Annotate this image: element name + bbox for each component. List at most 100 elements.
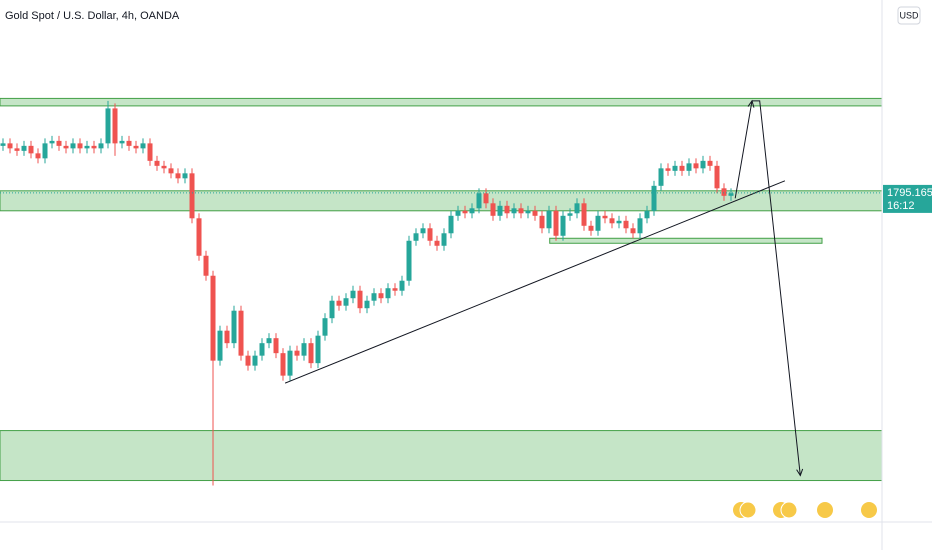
candle-body: [42, 143, 48, 159]
candle-body: [448, 215, 454, 234]
candle-body: [686, 163, 692, 171]
candle-body: [266, 338, 272, 344]
candle-body: [630, 228, 636, 234]
candle-body: [336, 300, 342, 306]
candle-body: [574, 203, 580, 214]
candle-body: [525, 210, 531, 214]
candle-body: [693, 163, 699, 169]
candle-body: [427, 228, 433, 241]
candle-body: [56, 140, 62, 146]
candle-body: [168, 168, 174, 174]
zone: [0, 190, 883, 212]
candle-body: [126, 140, 132, 146]
candle-body: [455, 210, 461, 216]
candle-body: [357, 290, 363, 309]
candle-body: [287, 350, 293, 376]
candle-body: [441, 233, 447, 246]
candle-body: [651, 185, 657, 211]
candle-body: [7, 143, 13, 149]
candle-body: [609, 218, 615, 224]
candle-body: [77, 143, 83, 149]
candle-body: [462, 210, 468, 214]
candle-body: [644, 210, 650, 219]
candle-body: [91, 145, 97, 149]
candle-body: [413, 233, 419, 241]
candle-body: [343, 298, 349, 306]
event-icons: [733, 501, 877, 519]
currency-button[interactable]: [897, 6, 921, 25]
candle-body: [63, 145, 69, 149]
candle-layer: [0, 100, 734, 486]
chart-title: Gold Spot / U.S. Dollar, 4h, OANDA: [5, 10, 180, 22]
event-icon: [817, 502, 833, 518]
zone-layer: [0, 97, 883, 482]
candle-body: [259, 343, 265, 356]
candle-body: [238, 310, 244, 356]
candle-body: [217, 330, 223, 361]
candle-body: [140, 143, 146, 149]
candle-body: [112, 108, 118, 144]
candle-body: [420, 228, 426, 234]
candle-body: [273, 338, 279, 354]
candle-body: [385, 288, 391, 299]
candle-body: [308, 343, 314, 364]
candle-body: [623, 220, 629, 229]
currency-label[interactable]: USD: [899, 10, 919, 20]
candle-body: [679, 165, 685, 171]
last-price-label: 1795.165: [887, 187, 932, 199]
candle-body: [28, 145, 34, 154]
candle-body: [322, 318, 328, 336]
zone: [549, 237, 823, 244]
candle-body: [672, 165, 678, 171]
candle-body: [658, 168, 664, 186]
candle-body: [329, 300, 335, 319]
event-icon: [780, 501, 798, 519]
candle-body: [504, 205, 510, 214]
candle-body: [469, 208, 475, 214]
candle-body: [105, 108, 111, 144]
candle-body: [665, 168, 671, 171]
candle-body: [714, 165, 720, 189]
candle-body: [203, 255, 209, 276]
candle-body: [315, 335, 321, 364]
candle-body: [224, 330, 230, 344]
event-icon: [739, 501, 757, 519]
countdown-label: 16:12: [887, 200, 915, 212]
candle-body: [161, 165, 167, 169]
arrow-head: [747, 99, 755, 108]
candle-body: [511, 208, 517, 214]
candle-body: [406, 240, 412, 281]
candle-body: [637, 218, 643, 234]
candle-body: [350, 290, 356, 299]
candle-body: [364, 300, 370, 309]
candle-body: [518, 208, 524, 214]
drawing-layer: [0, 99, 882, 477]
candle-body: [0, 143, 6, 146]
candle-body: [700, 160, 706, 169]
candle-body: [532, 210, 538, 216]
candle-body: [392, 288, 398, 291]
projection-path: [734, 100, 801, 476]
candle-body: [497, 205, 503, 216]
candle-body: [616, 220, 622, 224]
candle-body: [301, 343, 307, 356]
candle-body: [581, 203, 587, 226]
candle-body: [595, 215, 601, 231]
candle-body: [371, 293, 377, 301]
candle-body: [560, 215, 566, 236]
candle-body: [49, 140, 55, 144]
candle-body: [231, 310, 237, 344]
candle-body: [707, 160, 713, 166]
last-price-tag: [883, 184, 932, 213]
candle-body: [154, 160, 160, 166]
candle-body: [147, 143, 153, 161]
candle-body: [553, 210, 559, 236]
candle-body: [21, 145, 27, 151]
arrow-head: [796, 468, 804, 477]
candle-body: [98, 143, 104, 149]
candle-body: [721, 188, 727, 196]
candle-body: [567, 213, 573, 216]
candle-body: [728, 193, 734, 196]
candle-body: [210, 275, 216, 361]
